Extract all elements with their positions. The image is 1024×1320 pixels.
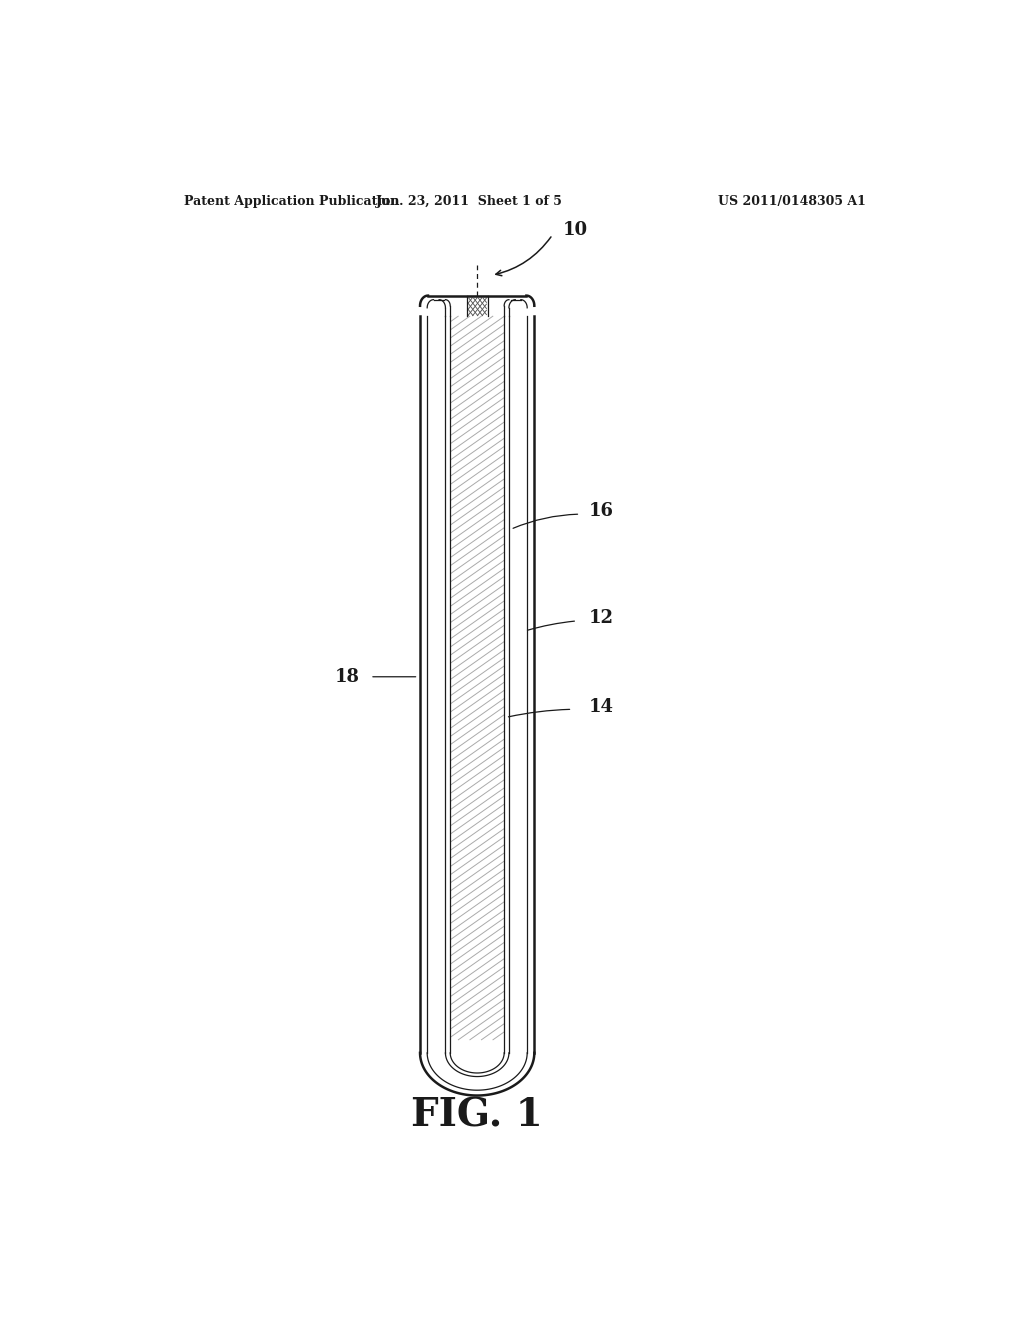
Text: FIG. 1: FIG. 1 bbox=[412, 1097, 543, 1135]
Text: 12: 12 bbox=[588, 609, 613, 627]
Text: US 2011/0148305 A1: US 2011/0148305 A1 bbox=[718, 194, 866, 207]
Text: 10: 10 bbox=[563, 220, 588, 239]
Text: 16: 16 bbox=[588, 502, 613, 520]
Text: Patent Application Publication: Patent Application Publication bbox=[183, 194, 399, 207]
Text: Jun. 23, 2011  Sheet 1 of 5: Jun. 23, 2011 Sheet 1 of 5 bbox=[376, 194, 562, 207]
Text: 14: 14 bbox=[588, 698, 613, 717]
Text: 18: 18 bbox=[335, 668, 359, 686]
